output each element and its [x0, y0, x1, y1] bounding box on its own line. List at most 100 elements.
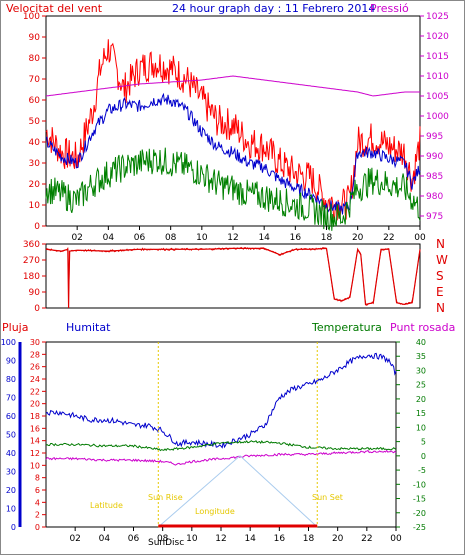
wind-ytick-label: 50 [29, 117, 41, 127]
direction-ytick-label: 180 [23, 272, 40, 282]
temperature-axis-label: Temperatura [311, 321, 382, 334]
rain-ytick-label: 24 [30, 375, 40, 384]
rht-xtick-label: 10 [186, 534, 198, 544]
rain-ytick-label: 14 [30, 437, 40, 446]
humidity-ytick-label: 50 [6, 431, 16, 440]
humidity-ytick-label: 80 [6, 375, 16, 384]
series-direction-noise [45, 246, 421, 306]
wind-ytick-label: 40 [29, 138, 41, 148]
series-gust-line [45, 39, 421, 221]
temp-ytick-label: -20 [413, 509, 426, 518]
wind-xtick-label: 12 [227, 233, 238, 243]
humidity-ytick-label: 90 [6, 357, 16, 366]
pressure-ytick-label: 1025 [426, 12, 449, 22]
rain-ytick-label: 28 [30, 350, 40, 359]
humidity-ytick-label: 100 [1, 338, 16, 347]
series-temperatura-line [45, 440, 397, 452]
rht-xtick-label: 16 [274, 534, 286, 544]
temp-ytick-label: -15 [413, 495, 426, 504]
temp-ytick-label: 30 [416, 366, 426, 375]
humidity-ytick-label: 30 [6, 468, 16, 477]
rht-xtick-label: 02 [69, 534, 80, 544]
rht-xtick-label: 20 [332, 534, 344, 544]
pressure-ytick-label: 1015 [426, 52, 449, 62]
direction-ytick-label: 90 [29, 288, 41, 298]
pressure-ytick-label: 975 [426, 212, 443, 222]
humidity-ytick-label: 40 [6, 449, 16, 458]
wind-ytick-label: 100 [23, 12, 40, 22]
humidity-ytick-label: 10 [6, 505, 16, 514]
wind-xtick-label: 18 [321, 233, 333, 243]
direction-ytick-label: 270 [23, 256, 40, 266]
temp-ytick-label: 20 [416, 395, 426, 404]
rht-xtick-label: 14 [244, 534, 256, 544]
rain-ytick-label: 0 [35, 523, 40, 532]
compass-label: N [436, 301, 445, 315]
rain-axis-label: Pluja [2, 321, 28, 334]
series-humitat-line [45, 352, 397, 449]
rht-xtick-label: 18 [303, 534, 315, 544]
sunrise-label: Sun Rise [148, 493, 183, 502]
wind-pressure-panel: 0102030405060708090100975980985990995100… [23, 12, 449, 243]
rain-ytick-label: 16 [30, 424, 40, 433]
wind-ytick-label: 80 [29, 54, 41, 64]
temp-ytick-label: -5 [418, 466, 426, 475]
temp-ytick-label: 0 [421, 452, 426, 461]
wind-xtick-label: 02 [71, 233, 82, 243]
pressure-ytick-label: 980 [426, 192, 443, 202]
latitude-label: Latitude [90, 501, 123, 510]
rht-xtick-label: 12 [215, 534, 226, 544]
series-pressi-line [45, 75, 420, 97]
series-sun-arc [157, 455, 318, 528]
rain-ytick-label: 8 [35, 474, 40, 483]
series-minimum-line [45, 147, 421, 231]
rain-ytick-label: 12 [30, 449, 40, 458]
rain-ytick-label: 2 [35, 511, 40, 520]
wind-ytick-label: 60 [29, 96, 41, 106]
wind-ytick-label: 70 [29, 75, 41, 85]
rain-ytick-label: 18 [30, 412, 40, 421]
wind-ytick-label: 90 [29, 33, 41, 43]
temp-ytick-label: 40 [416, 338, 426, 347]
direction-ytick-label: 360 [23, 240, 40, 250]
longitude-label: Longitude [195, 507, 235, 516]
rht-xtick-label: 04 [99, 534, 111, 544]
wind-xtick-label: 22 [383, 233, 394, 243]
direction-plot-area [45, 243, 421, 309]
compass-label: S [436, 269, 444, 283]
rht-xtick-label: 06 [128, 534, 140, 544]
wind-xtick-label: 20 [352, 233, 364, 243]
pressure-ytick-label: 1005 [426, 92, 449, 102]
wind-xtick-label: 06 [134, 233, 146, 243]
rain-ytick-label: 30 [30, 338, 40, 347]
sunset-label: Sun Set [312, 493, 343, 502]
humidity-axis-label: Humitat [66, 321, 111, 334]
dewpoint-axis-label: Punt rosada [390, 321, 455, 334]
pressure-ytick-label: 1010 [426, 72, 449, 82]
humidity-ytick-label: 60 [6, 412, 16, 421]
rain-ytick-label: 10 [30, 461, 40, 470]
rain-humidity-temp-panel: 0102030405060708090100024681012141618202… [1, 338, 426, 544]
temp-ytick-label: 15 [416, 409, 426, 418]
wind-xtick-label: 14 [258, 233, 270, 243]
humidity-ytick-label: 0 [11, 523, 16, 532]
sundisc-label: SunDisc [148, 538, 184, 548]
direction-ytick-label: 0 [34, 304, 40, 314]
wind-xtick-label: 10 [196, 233, 208, 243]
compass-label: E [436, 285, 444, 299]
pressure-ytick-label: 1000 [426, 112, 449, 122]
wind-xtick-label: 16 [290, 233, 302, 243]
wind-xtick-label: 04 [103, 233, 115, 243]
pressure-ytick-label: 990 [426, 152, 443, 162]
pressure-axis-label: Pressió [370, 2, 409, 15]
rain-ytick-label: 22 [30, 387, 40, 396]
humidity-ytick-label: 20 [6, 486, 16, 495]
rain-ytick-label: 4 [35, 498, 40, 507]
pressure-ytick-label: 985 [426, 172, 443, 182]
temp-ytick-label: 5 [421, 438, 426, 447]
temp-ytick-label: 35 [416, 352, 426, 361]
wind-ytick-label: 0 [34, 222, 40, 232]
humidity-ytick-label: 70 [6, 394, 16, 403]
temp-ytick-label: -10 [413, 480, 426, 489]
